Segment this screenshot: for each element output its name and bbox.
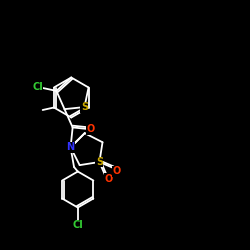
- Text: O: O: [112, 166, 120, 176]
- Text: O: O: [104, 174, 112, 184]
- Text: S: S: [96, 157, 103, 167]
- Text: O: O: [86, 124, 94, 134]
- Text: N: N: [66, 142, 75, 152]
- Text: Cl: Cl: [32, 82, 43, 92]
- Text: S: S: [81, 102, 88, 112]
- Text: Cl: Cl: [72, 220, 83, 230]
